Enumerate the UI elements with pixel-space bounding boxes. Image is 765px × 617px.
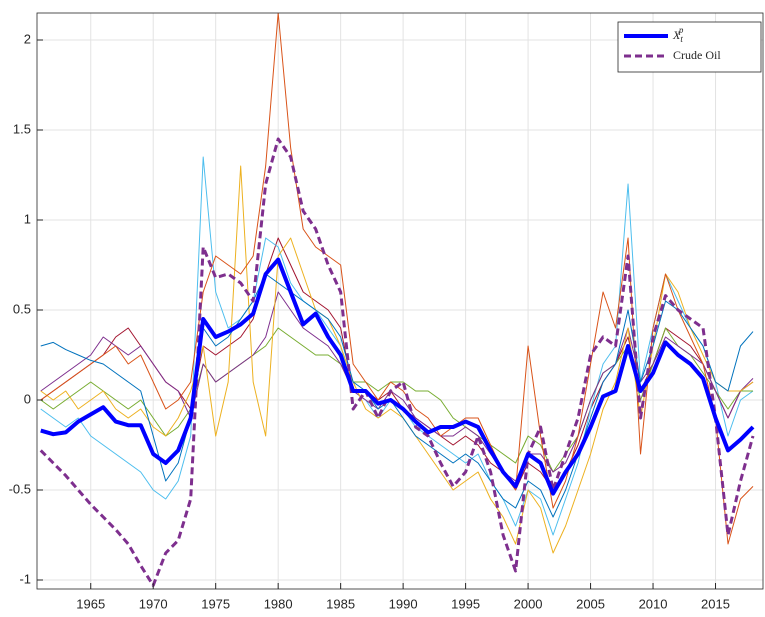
y-tick-label: 1.5 — [13, 121, 31, 136]
y-tick-label: -1 — [19, 571, 31, 586]
x-tick-label: 2015 — [701, 596, 730, 611]
x-tick-label: 2005 — [576, 596, 605, 611]
series-line — [40, 156, 754, 536]
legend-label: Crude Oil — [673, 48, 721, 62]
ticks: -1 -0.5 0 0.5 1 1.5 2 1965 1970 1975 1980 1985 1990 1… — [9, 31, 730, 611]
series-line — [40, 257, 755, 496]
y-tick-label: 1 — [24, 211, 31, 226]
series-line — [40, 13, 754, 545]
x-tick-label: 1985 — [326, 596, 355, 611]
y-tick-label: 0.5 — [13, 301, 31, 316]
x-tick-label: 1980 — [264, 596, 293, 611]
series-line — [39, 137, 755, 587]
legend: Xtp Crude Oil — [617, 21, 762, 73]
legend-box — [617, 21, 762, 73]
series-line — [40, 237, 754, 491]
legend-label: Xtp — [672, 25, 684, 44]
x-tick-label: 1990 — [389, 596, 418, 611]
x-tick-label: 1975 — [201, 596, 230, 611]
axes-box — [36, 12, 764, 590]
x-tick-label: 1970 — [139, 596, 168, 611]
x-tick-label: 1965 — [76, 596, 105, 611]
x-tick-label: 1995 — [451, 596, 480, 611]
x-tick-label: 2010 — [639, 596, 668, 611]
x-tick-label: 2000 — [514, 596, 543, 611]
grid — [37, 13, 763, 589]
y-tick-label: 0 — [24, 391, 31, 406]
plot-area — [39, 13, 755, 587]
y-tick-label: -0.5 — [9, 481, 31, 496]
y-tick-label: 2 — [24, 31, 31, 46]
